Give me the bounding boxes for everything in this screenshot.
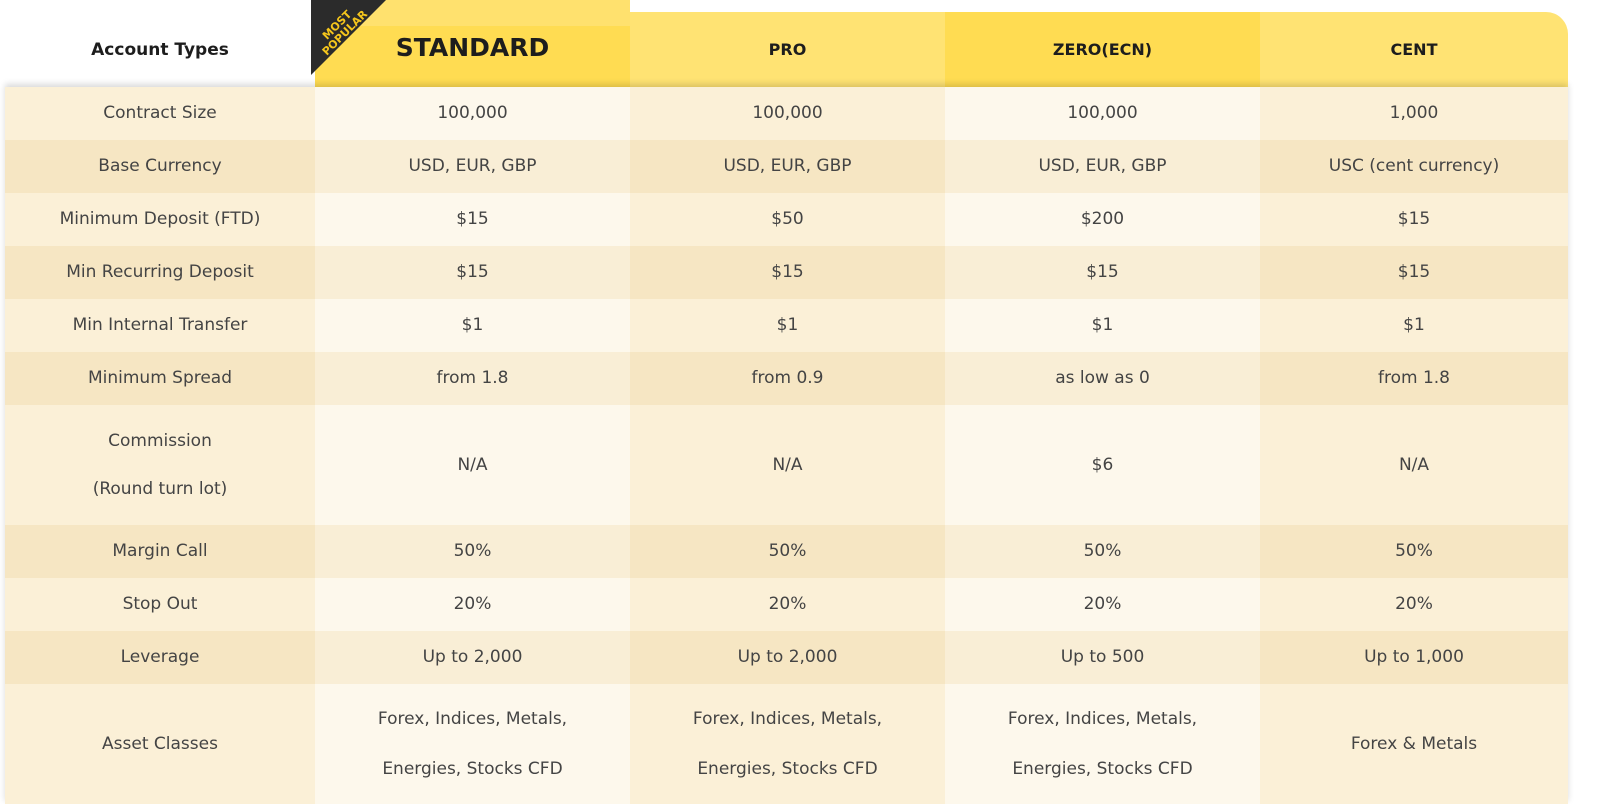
column-header-pro: PRO bbox=[630, 12, 945, 87]
table-row: Base Currency USD, EUR, GBP USD, EUR, GBP U… bbox=[5, 140, 1568, 193]
column-header-cent: CENT bbox=[1260, 12, 1568, 87]
cell-zero-ecn: 100,000 bbox=[945, 87, 1260, 140]
cell-cent: N/A bbox=[1260, 405, 1568, 525]
cell-zero-ecn: USD, EUR, GBP bbox=[945, 140, 1260, 193]
cell-zero-ecn: Forex, Indices, Metals, Energies, Stocks… bbox=[945, 684, 1260, 804]
cell-standard: USD, EUR, GBP bbox=[315, 140, 630, 193]
table-row: Margin Call 50% 50% 50% 50% bbox=[5, 525, 1568, 578]
most-popular-ribbon bbox=[311, 0, 386, 75]
cell-zero-ecn: as low as 0 bbox=[945, 352, 1260, 405]
cell-standard: $1 bbox=[315, 299, 630, 352]
cell-standard: Forex, Indices, Metals, Energies, Stocks… bbox=[315, 684, 630, 804]
table-row: Min Recurring Deposit $15 $15 $15 $15 bbox=[5, 246, 1568, 299]
cell-cent: USC (cent currency) bbox=[1260, 140, 1568, 193]
cell-zero-ecn: 50% bbox=[945, 525, 1260, 578]
table-row: Contract Size 100,000 100,000 100,000 1,000 bbox=[5, 87, 1568, 140]
table-header: Account Types STANDARD PRO ZERO(ECN) CEN… bbox=[0, 0, 1600, 87]
cell-zero-ecn: $1 bbox=[945, 299, 1260, 352]
cell-zero-ecn: $200 bbox=[945, 193, 1260, 246]
cell-standard: 100,000 bbox=[315, 87, 630, 140]
cell-cent: 50% bbox=[1260, 525, 1568, 578]
table-row: Leverage Up to 2,000 Up to 2,000 Up to 500 U… bbox=[5, 631, 1568, 684]
cell-cent: Forex & Metals bbox=[1260, 684, 1568, 804]
row-label: Leverage bbox=[5, 631, 315, 684]
cell-pro: N/A bbox=[630, 405, 945, 525]
cell-pro: Up to 2,000 bbox=[630, 631, 945, 684]
cell-cent: 20% bbox=[1260, 578, 1568, 631]
cell-zero-ecn: $6 bbox=[945, 405, 1260, 525]
row-label: Minimum Spread bbox=[5, 352, 315, 405]
cell-standard: 50% bbox=[315, 525, 630, 578]
table-row: Stop Out 20% 20% 20% 20% bbox=[5, 578, 1568, 631]
row-label: Base Currency bbox=[5, 140, 315, 193]
cell-pro: USD, EUR, GBP bbox=[630, 140, 945, 193]
cell-cent: from 1.8 bbox=[1260, 352, 1568, 405]
table-row: Commission (Round turn lot) N/A N/A $6 N/A bbox=[5, 405, 1568, 525]
row-label: Stop Out bbox=[5, 578, 315, 631]
cell-pro: 100,000 bbox=[630, 87, 945, 140]
cell-cent: Up to 1,000 bbox=[1260, 631, 1568, 684]
cell-pro: 20% bbox=[630, 578, 945, 631]
cell-standard: $15 bbox=[315, 246, 630, 299]
cell-cent: 1,000 bbox=[1260, 87, 1568, 140]
column-header-zero-ecn: ZERO(ECN) bbox=[945, 12, 1260, 87]
cell-zero-ecn: $15 bbox=[945, 246, 1260, 299]
cell-pro: Forex, Indices, Metals, Energies, Stocks… bbox=[630, 684, 945, 804]
row-label: Margin Call bbox=[5, 525, 315, 578]
account-types-label: Account Types bbox=[5, 12, 315, 87]
cell-pro: $15 bbox=[630, 246, 945, 299]
cell-standard: Up to 2,000 bbox=[315, 631, 630, 684]
table-row: Asset Classes Forex, Indices, Metals, Ene… bbox=[5, 684, 1568, 804]
row-label: Commission (Round turn lot) bbox=[5, 405, 315, 525]
row-label: Min Recurring Deposit bbox=[5, 246, 315, 299]
cell-standard: from 1.8 bbox=[315, 352, 630, 405]
row-label: Asset Classes bbox=[5, 684, 315, 804]
cell-cent: $15 bbox=[1260, 193, 1568, 246]
cell-pro: $50 bbox=[630, 193, 945, 246]
cell-zero-ecn: Up to 500 bbox=[945, 631, 1260, 684]
cell-pro: from 0.9 bbox=[630, 352, 945, 405]
row-label: Min Internal Transfer bbox=[5, 299, 315, 352]
table-row: Minimum Deposit (FTD) $15 $50 $200 $15 bbox=[5, 193, 1568, 246]
cell-standard: 20% bbox=[315, 578, 630, 631]
row-label: Contract Size bbox=[5, 87, 315, 140]
cell-standard: N/A bbox=[315, 405, 630, 525]
cell-cent: $15 bbox=[1260, 246, 1568, 299]
cell-standard: $15 bbox=[315, 193, 630, 246]
account-comparison-table: Contract Size 100,000 100,000 100,000 1,000 B… bbox=[5, 87, 1568, 804]
table-row: Min Internal Transfer $1 $1 $1 $1 bbox=[5, 299, 1568, 352]
cell-pro: $1 bbox=[630, 299, 945, 352]
row-label: Minimum Deposit (FTD) bbox=[5, 193, 315, 246]
cell-cent: $1 bbox=[1260, 299, 1568, 352]
table-row: Minimum Spread from 1.8 from 0.9 as low as … bbox=[5, 352, 1568, 405]
cell-zero-ecn: 20% bbox=[945, 578, 1260, 631]
cell-pro: 50% bbox=[630, 525, 945, 578]
